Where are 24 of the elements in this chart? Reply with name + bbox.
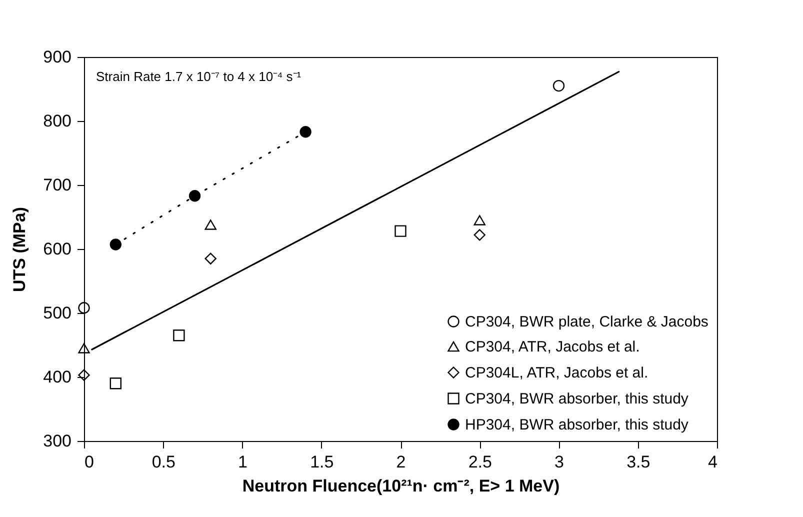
x-tick-label: 3 [554,452,564,472]
legend-label: CP304, ATR, Jacobs et al. [465,338,640,356]
legend-label: CP304L, ATR, Jacobs et al. [465,364,648,382]
y-tick-label: 300 [43,432,72,450]
x-tick-label: 0.5 [152,452,176,472]
annotation: Strain Rate 1.7 x 10⁻⁷ to 4 x 10⁻⁴ s⁻¹ [96,69,302,84]
y-tick-label: 700 [43,176,72,194]
y-tick-label: 800 [43,112,72,130]
y-tick-label: 500 [43,304,72,322]
x-tick-label: 4 [708,452,718,472]
legend-label: CP304, BWR plate, Clarke & Jacobs [465,314,708,330]
legend-label: CP304, BWR absorber, this study [465,390,689,408]
legend-label: HP304, BWR absorber, this study [465,416,689,434]
x-tick-label: 2 [396,452,406,472]
y-axis-title: UTS (MPa) [10,207,30,292]
x-tick-label: 1.5 [310,452,334,472]
x-tick-label: 2.5 [468,452,492,472]
x-axis-title: Neutron Fluence(10²¹n· cm⁻², E> 1 MeV) [242,476,560,496]
x-tick-label: 1 [238,452,248,472]
x-tick-label: 0 [84,452,94,472]
y-tick-label: 400 [43,368,72,386]
y-tick-label: 600 [43,240,72,258]
x-tick-label: 3.5 [626,452,650,472]
y-tick-label: 900 [43,48,72,66]
